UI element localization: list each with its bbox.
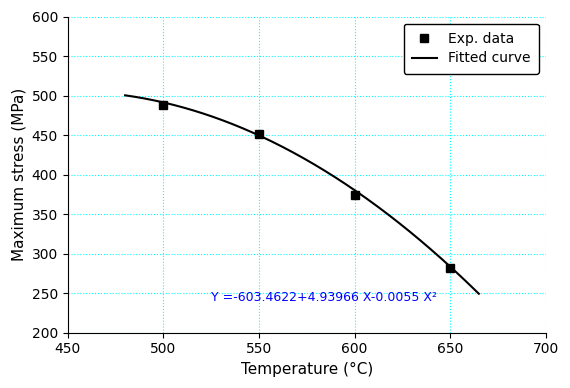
Exp. data (351, 193, 358, 197)
Text: Y =-603.4622+4.93966 X-0.0055 X²: Y =-603.4622+4.93966 X-0.0055 X² (211, 291, 437, 304)
Fitted curve (122, 93, 129, 98)
Exp. data (255, 132, 262, 137)
Line: Fitted curve: Fitted curve (125, 95, 479, 294)
Legend: Exp. data, Fitted curve: Exp. data, Fitted curve (404, 24, 539, 74)
Fitted curve (377, 206, 384, 211)
Fitted curve (262, 136, 268, 141)
Line: Exp. data: Exp. data (159, 101, 454, 272)
Exp. data (447, 265, 454, 270)
Fitted curve (475, 291, 482, 296)
Fitted curve (379, 208, 386, 212)
Exp. data (160, 103, 167, 107)
Y-axis label: Maximum stress (MPa): Maximum stress (MPa) (11, 88, 26, 261)
X-axis label: Temperature (°C): Temperature (°C) (241, 362, 373, 377)
Fitted curve (164, 101, 171, 106)
Fitted curve (344, 183, 351, 188)
Fitted curve (237, 125, 244, 130)
